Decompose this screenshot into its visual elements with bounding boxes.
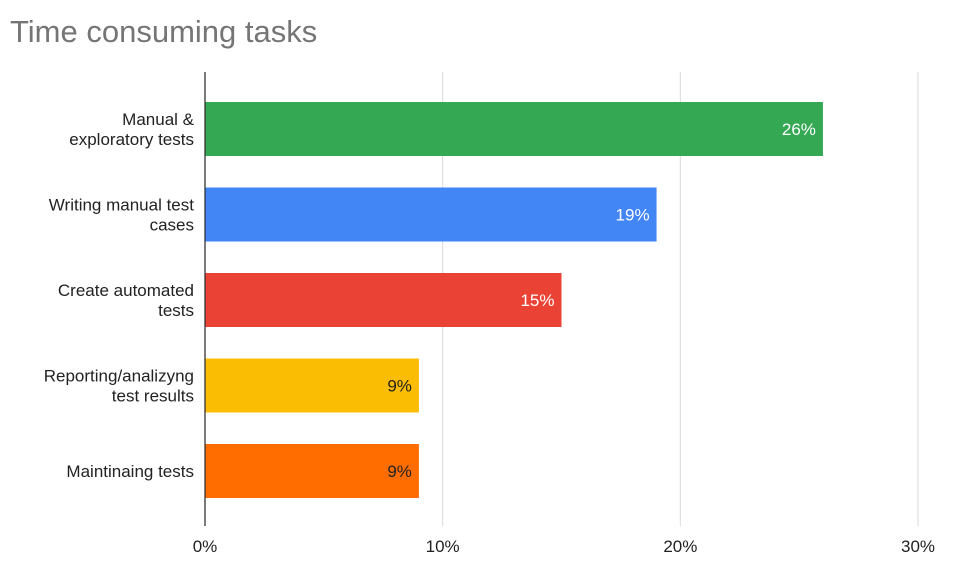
x-tick-label: 10% <box>426 537 460 556</box>
category-label: exploratory tests <box>69 130 194 149</box>
category-label: Create automated <box>58 281 194 300</box>
data-label: 9% <box>387 462 412 481</box>
bar <box>205 187 657 242</box>
category-label: Maintinaing tests <box>66 462 194 481</box>
category-label: Manual & <box>122 110 194 129</box>
bar <box>205 444 419 498</box>
chart-title: Time consuming tasks <box>10 14 318 49</box>
x-tick-label: 30% <box>901 537 935 556</box>
data-label: 19% <box>616 206 650 225</box>
category-label: test results <box>112 387 194 406</box>
category-label: Writing manual test <box>49 196 194 215</box>
data-label: 26% <box>782 120 816 139</box>
category-label: Reporting/analizyng <box>44 367 194 386</box>
bar <box>205 273 562 327</box>
data-label: 15% <box>520 291 554 310</box>
data-label: 9% <box>387 377 412 396</box>
bar <box>205 102 823 156</box>
category-label: tests <box>158 301 194 320</box>
x-tick-label: 20% <box>663 537 697 556</box>
category-label: cases <box>150 216 194 235</box>
x-tick-label: 0% <box>193 537 218 556</box>
bar <box>205 358 419 413</box>
